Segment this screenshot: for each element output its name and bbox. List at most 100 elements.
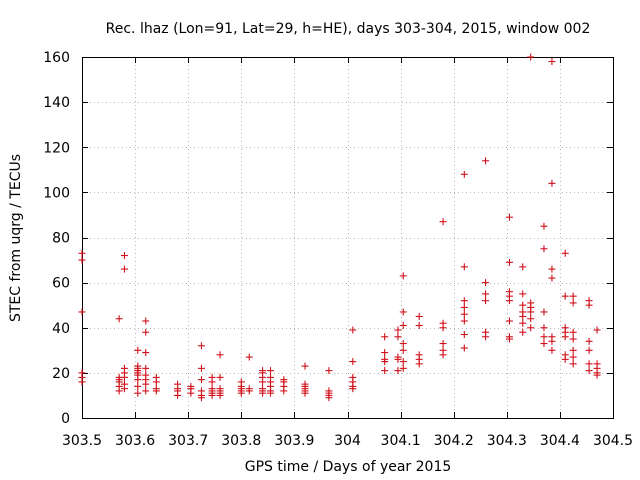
data-point bbox=[399, 308, 407, 316]
data-point bbox=[399, 272, 407, 280]
data-point bbox=[267, 389, 275, 397]
data-point bbox=[381, 367, 389, 375]
data-point bbox=[174, 391, 182, 399]
y-tick-labels: 0 20 40 60 80 100 120 140 160 bbox=[43, 50, 70, 427]
data-point bbox=[381, 358, 389, 366]
data-point bbox=[548, 179, 556, 187]
x-axis-label: GPS time / Days of year 2015 bbox=[245, 459, 452, 475]
data-point bbox=[569, 299, 577, 307]
data-point bbox=[569, 328, 577, 336]
axis-ticks bbox=[82, 57, 614, 419]
data-point bbox=[142, 387, 150, 395]
data-point bbox=[505, 213, 513, 221]
data-point bbox=[134, 376, 142, 384]
data-point bbox=[561, 249, 569, 257]
data-point bbox=[561, 333, 569, 341]
data-point bbox=[561, 292, 569, 300]
x-tick-labels: 303.5 303.6 303.7 303.8 303.9 304 304.1 304.2 30… bbox=[62, 433, 633, 449]
data-point bbox=[115, 315, 123, 323]
data-point bbox=[460, 317, 468, 325]
data-point bbox=[394, 333, 402, 341]
data-point bbox=[78, 249, 86, 257]
x-tick-label: 303.9 bbox=[274, 433, 314, 449]
data-point bbox=[152, 378, 160, 386]
data-point bbox=[197, 394, 205, 402]
data-point bbox=[519, 319, 527, 327]
data-point bbox=[439, 351, 447, 359]
data-point bbox=[142, 317, 150, 325]
x-tick-label: 304.2 bbox=[434, 433, 474, 449]
x-tick-label: 304.3 bbox=[487, 433, 527, 449]
data-point bbox=[399, 364, 407, 372]
data-point bbox=[527, 324, 535, 332]
data-point bbox=[439, 324, 447, 332]
data-point bbox=[152, 387, 160, 395]
data-point bbox=[548, 337, 556, 345]
data-point bbox=[585, 360, 593, 368]
data-point bbox=[569, 335, 577, 343]
data-point bbox=[527, 308, 535, 316]
data-point bbox=[134, 382, 142, 390]
data-point bbox=[460, 310, 468, 318]
data-point bbox=[460, 297, 468, 305]
data-point bbox=[505, 317, 513, 325]
data-point bbox=[197, 342, 205, 350]
data-point bbox=[142, 328, 150, 336]
data-point bbox=[245, 387, 253, 395]
data-point bbox=[460, 331, 468, 339]
y-tick-label: 80 bbox=[52, 231, 70, 247]
x-tick-label: 303.7 bbox=[168, 433, 208, 449]
data-point bbox=[505, 335, 513, 343]
y-tick-label: 160 bbox=[43, 50, 70, 66]
data-point bbox=[120, 385, 128, 393]
data-point bbox=[349, 358, 357, 366]
data-point bbox=[78, 378, 86, 386]
data-point bbox=[120, 373, 128, 381]
data-point bbox=[381, 333, 389, 341]
x-tick-label: 304.4 bbox=[540, 433, 580, 449]
x-tick-label: 304.1 bbox=[381, 433, 421, 449]
data-point bbox=[548, 265, 556, 273]
data-point bbox=[381, 349, 389, 357]
data-point bbox=[540, 340, 548, 348]
data-point bbox=[394, 326, 402, 334]
data-point bbox=[482, 290, 490, 298]
x-tick-label: 304.5 bbox=[593, 433, 633, 449]
data-point bbox=[540, 222, 548, 230]
data-point bbox=[78, 308, 86, 316]
x-tick-label: 303.6 bbox=[115, 433, 155, 449]
data-point bbox=[569, 292, 577, 300]
data-point bbox=[399, 358, 407, 366]
y-tick-label: 120 bbox=[43, 140, 70, 156]
data-point bbox=[505, 297, 513, 305]
data-point bbox=[120, 252, 128, 260]
data-point bbox=[197, 376, 205, 384]
y-axis-label: STEC from uqrg / TECUs bbox=[8, 154, 24, 322]
chart-title: Rec. lhaz (Lon=91, Lat=29, h=HE), days 3… bbox=[106, 21, 591, 37]
y-tick-label: 140 bbox=[43, 95, 70, 111]
data-point bbox=[349, 326, 357, 334]
data-point bbox=[593, 326, 601, 334]
data-point bbox=[519, 263, 527, 271]
data-point bbox=[527, 53, 535, 61]
data-point bbox=[115, 387, 123, 395]
data-point bbox=[142, 380, 150, 388]
data-point bbox=[120, 265, 128, 273]
data-point bbox=[585, 346, 593, 354]
data-point bbox=[216, 373, 224, 381]
y-tick-label: 20 bbox=[52, 366, 70, 382]
data-point bbox=[134, 389, 142, 397]
data-point bbox=[519, 312, 527, 320]
data-point bbox=[548, 346, 556, 354]
data-point bbox=[415, 360, 423, 368]
data-point bbox=[460, 344, 468, 352]
data-point bbox=[399, 340, 407, 348]
grid-lines bbox=[82, 57, 613, 418]
x-tick-label: 304 bbox=[334, 433, 361, 449]
data-point bbox=[460, 263, 468, 271]
y-tick-label: 60 bbox=[52, 276, 70, 292]
data-point bbox=[415, 312, 423, 320]
data-point bbox=[593, 371, 601, 379]
